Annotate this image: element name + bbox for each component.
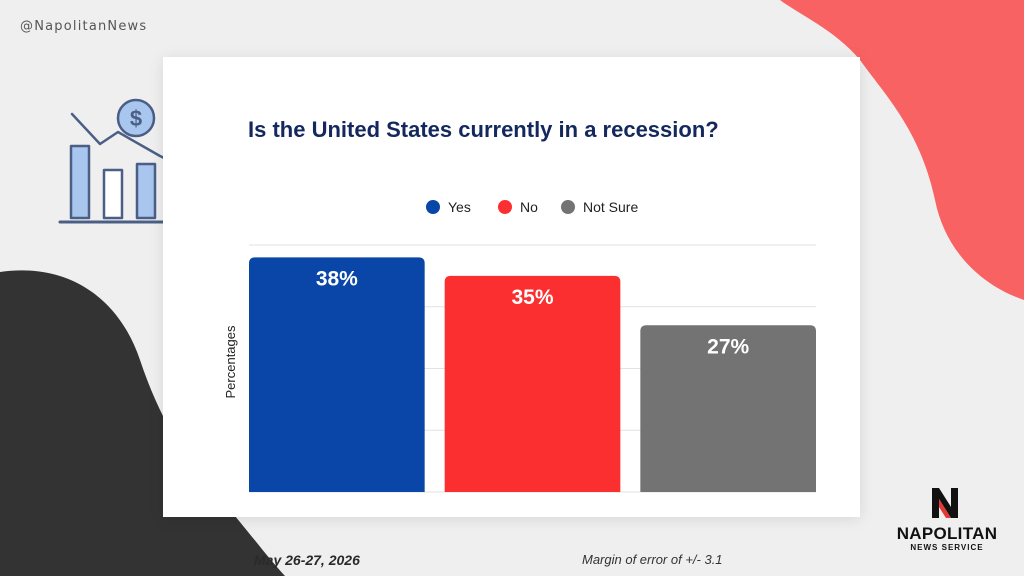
bar-yes: [249, 257, 425, 492]
data-label: 38%: [316, 267, 358, 290]
data-label: 27%: [707, 335, 749, 358]
chart-title: Is the United States currently in a rece…: [248, 117, 719, 142]
brand-subtitle: NEWS SERVICE: [910, 543, 984, 552]
coral-blob-shape: [780, 0, 1024, 300]
legend-label: No: [520, 199, 538, 215]
data-label: 35%: [511, 286, 553, 309]
chart-card: Is the United States currently in a rece…: [163, 57, 860, 517]
legend-swatch: [426, 200, 440, 214]
legend-label: Yes: [448, 199, 471, 215]
poll-date: May 26-27, 2026: [254, 552, 360, 568]
y-axis-label: Percentages: [223, 325, 238, 398]
brand-name: NAPOLITAN: [896, 524, 998, 543]
bar-chart: Yes No Not Sure 38% 35% 27% Percentages: [223, 199, 816, 493]
svg-text:$: $: [130, 106, 142, 131]
legend-swatch: [561, 200, 575, 214]
legend-swatch: [498, 200, 512, 214]
bar-not-sure: [640, 325, 816, 492]
n-logo-icon: [932, 488, 958, 518]
legend-label: Not Sure: [583, 199, 638, 215]
bar-no: [444, 275, 621, 492]
social-handle: @NapolitanNews: [20, 19, 148, 34]
margin-of-error: Margin of error of +/- 3.1: [582, 552, 723, 567]
